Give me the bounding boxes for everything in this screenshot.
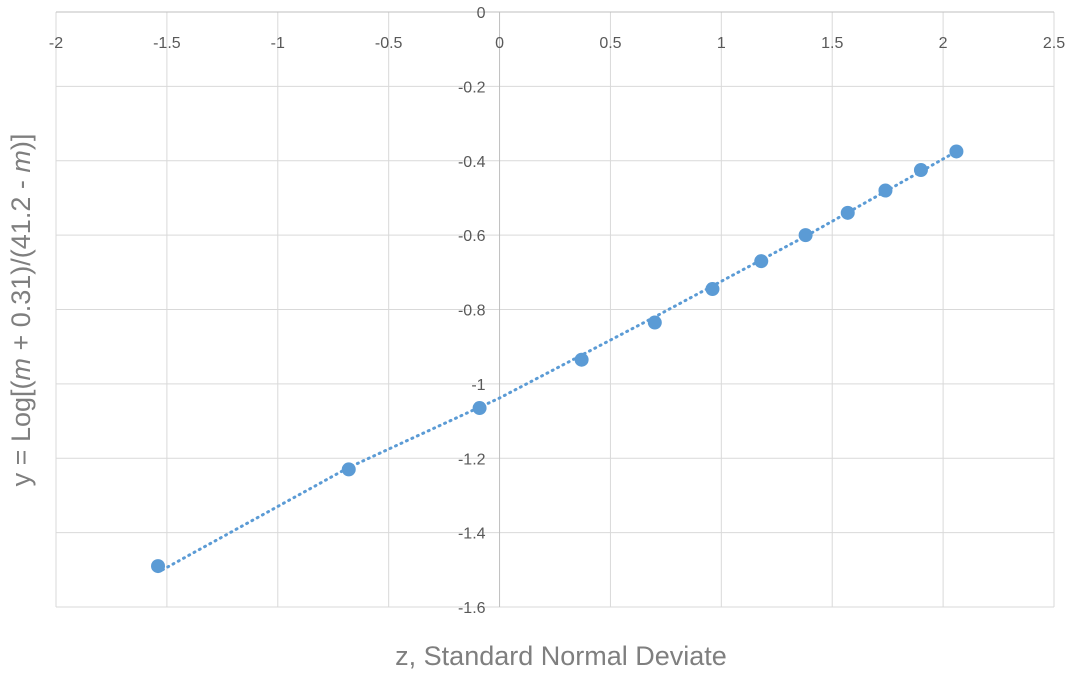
data-point (840, 205, 855, 220)
y-tick-label: -0.4 (458, 154, 486, 171)
x-tick-label: -1.5 (153, 35, 181, 52)
data-point (151, 559, 166, 574)
data-point (574, 352, 589, 367)
x-tick-label: 0 (495, 35, 504, 52)
x-tick-label: -2 (49, 35, 63, 52)
x-tick-label: -1 (271, 35, 285, 52)
x-tick-label: -0.5 (375, 35, 403, 52)
x-axis-title: z, Standard Normal Deviate (395, 641, 727, 671)
y-tick-label: -0.8 (458, 303, 486, 320)
x-tick-label: 2 (939, 35, 948, 52)
trendline-group (161, 150, 958, 572)
y-axis-title-part: + 0.31)/(41.2 - (6, 173, 36, 358)
axes (56, 11, 1054, 607)
y-axis-title-part: y = Log[( (6, 381, 36, 487)
x-tick-label: 0.5 (599, 35, 621, 52)
y-axis-title-part: )] (6, 134, 36, 151)
data-points (151, 144, 964, 574)
y-axis-title: y = Log[(m + 0.31)/(41.2 - m)] (6, 134, 36, 487)
data-point (798, 228, 813, 243)
data-point (949, 144, 964, 159)
data-point (754, 254, 769, 269)
x-tick-label: 1 (717, 35, 726, 52)
y-axis-title-part: m (6, 358, 36, 381)
y-tick-label: -1.6 (458, 600, 486, 617)
data-point (913, 163, 928, 178)
data-point (341, 462, 356, 477)
y-tick-label: -0.6 (458, 228, 486, 245)
trendline (161, 150, 958, 572)
y-tick-label: -1.2 (458, 451, 486, 468)
horizontal-gridlines (56, 85, 1054, 608)
y-tick-label: -1.4 (458, 526, 486, 543)
y-tick-label: -1 (471, 377, 485, 394)
data-point (878, 183, 893, 198)
y-axis-title-part: m (6, 150, 36, 173)
x-tick-label: 1.5 (821, 35, 843, 52)
x-tick-label: 2.5 (1043, 35, 1065, 52)
y-tick-label: 0 (477, 5, 486, 22)
y-tick-labels: 0 -0.2 -0.4 -0.6 -0.8 -1 -1.2 -1.4 -1.6 (458, 5, 486, 617)
data-point (472, 401, 487, 416)
x-tick-labels: -2 -1.5 -1 -0.5 0 0.5 1 1.5 2 2.5 (49, 35, 1065, 52)
y-tick-label: -0.2 (458, 79, 486, 96)
data-point (705, 282, 720, 297)
data-point (647, 315, 662, 330)
